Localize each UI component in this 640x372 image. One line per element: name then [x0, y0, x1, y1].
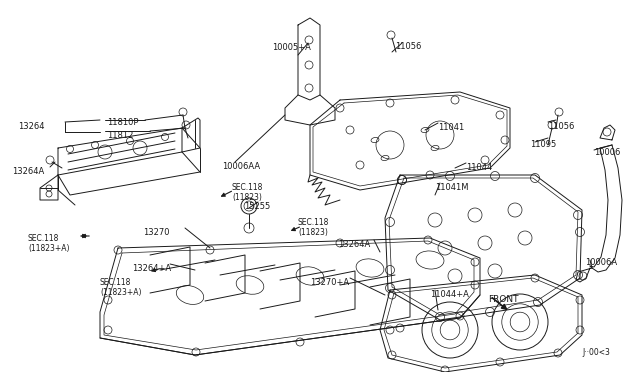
- Text: 10006A: 10006A: [585, 258, 617, 267]
- Text: 11044: 11044: [466, 163, 492, 172]
- Text: 13270+A: 13270+A: [310, 278, 349, 287]
- Text: 11056: 11056: [548, 122, 574, 131]
- Text: 10005+A: 10005+A: [272, 43, 311, 52]
- Text: (11823+A): (11823+A): [28, 244, 70, 253]
- Text: SEC.118: SEC.118: [298, 218, 330, 227]
- Text: (11823): (11823): [232, 193, 262, 202]
- Text: 15255: 15255: [244, 202, 270, 211]
- Text: 13264+A: 13264+A: [132, 264, 171, 273]
- Text: 13264A: 13264A: [12, 167, 44, 176]
- Text: (11823): (11823): [298, 228, 328, 237]
- Text: SEC.118: SEC.118: [232, 183, 264, 192]
- Circle shape: [241, 198, 257, 214]
- Text: SEC.118: SEC.118: [28, 234, 60, 243]
- Text: J··00<3: J··00<3: [582, 348, 610, 357]
- Text: 11056: 11056: [395, 42, 421, 51]
- Text: 11041M: 11041M: [435, 183, 468, 192]
- Text: 11810P: 11810P: [107, 118, 138, 127]
- Text: 13270: 13270: [143, 228, 170, 237]
- Text: 13264A: 13264A: [338, 240, 371, 249]
- Text: 13264: 13264: [18, 122, 45, 131]
- Text: 10006AA: 10006AA: [222, 162, 260, 171]
- Text: 11044+A: 11044+A: [430, 290, 469, 299]
- Text: 11095: 11095: [530, 140, 556, 149]
- Text: 11812: 11812: [107, 131, 133, 140]
- Text: 10006: 10006: [594, 148, 620, 157]
- Text: 11041: 11041: [438, 123, 464, 132]
- Text: FRONT: FRONT: [488, 295, 518, 304]
- Text: (11823+A): (11823+A): [100, 288, 141, 297]
- Text: SEC.118: SEC.118: [100, 278, 131, 287]
